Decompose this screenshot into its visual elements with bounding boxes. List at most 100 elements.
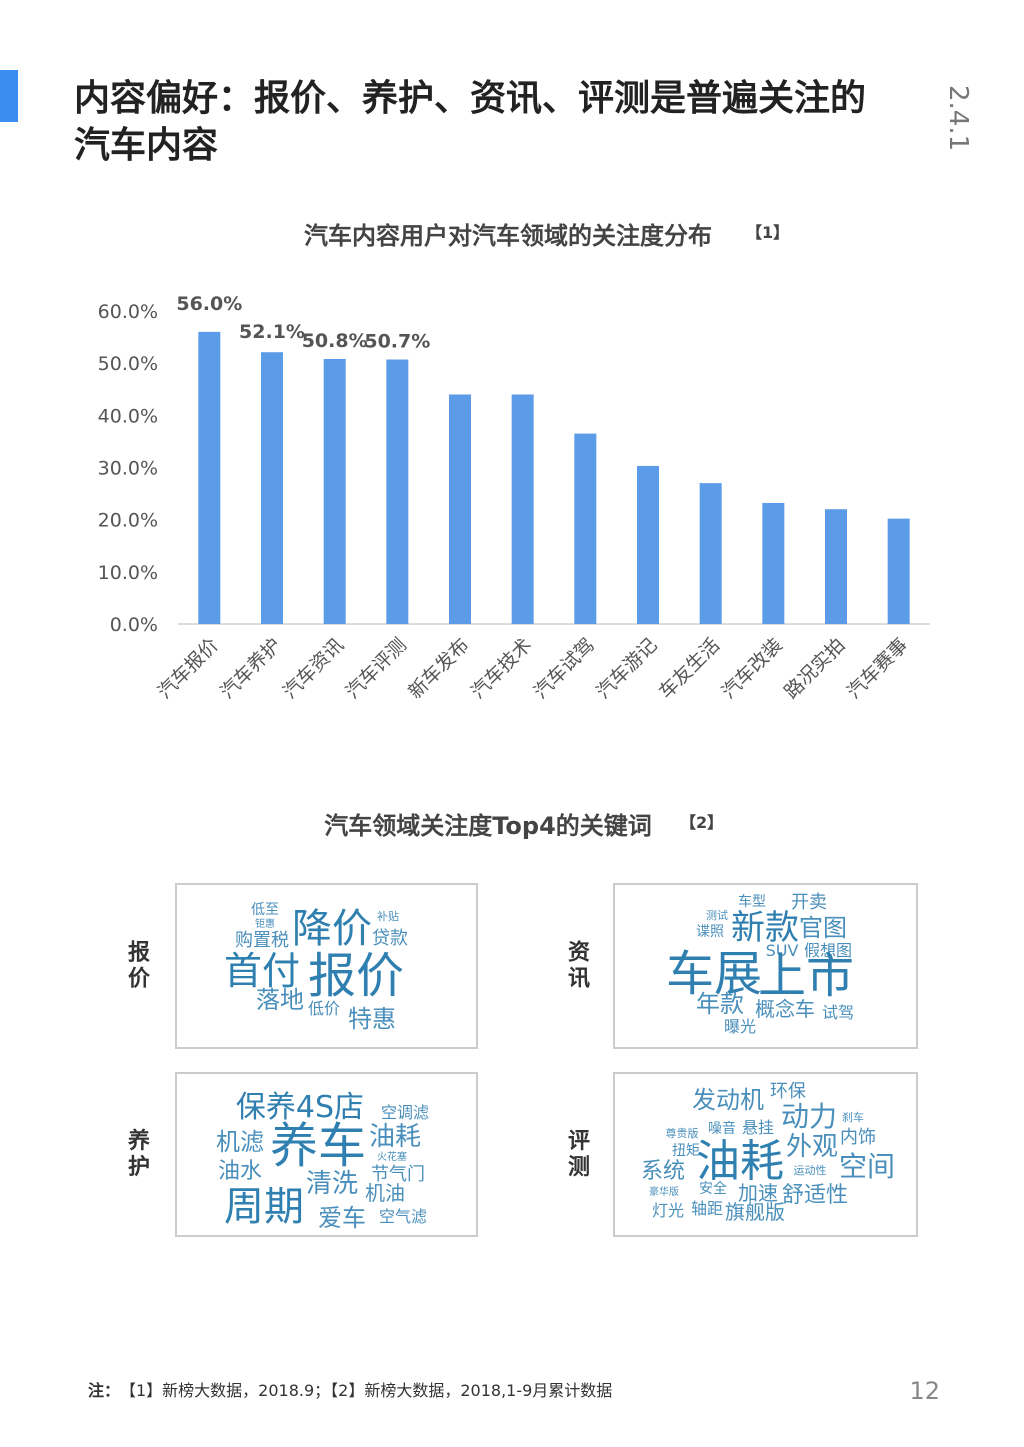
keyword: 落地 [256, 986, 304, 1014]
keyword: 试驾 [822, 1003, 854, 1022]
section-number: 2.4.1 [943, 85, 973, 151]
keyword: 轴距 [691, 1199, 723, 1218]
keyword: 车型 [738, 893, 766, 910]
bar [825, 509, 847, 624]
keyword: 新款 [731, 908, 799, 948]
keyword: 节气门 [371, 1164, 425, 1185]
value-label: 52.1% [239, 321, 305, 343]
keyword: 环保 [770, 1081, 806, 1102]
keyword: 空间 [839, 1150, 895, 1183]
title-line: 汽车内容 [74, 125, 218, 166]
keyword: 油耗 [696, 1136, 784, 1187]
keyword: 火花塞 [377, 1150, 407, 1163]
keyword: 豪华版 [649, 1185, 679, 1198]
keyword: 灯光 [652, 1201, 684, 1220]
keyword: 谍照 [696, 924, 724, 940]
keyword: 低价 [308, 999, 340, 1018]
keyword: 开卖 [791, 892, 827, 913]
keyword: 噪音 [708, 1120, 736, 1137]
accent-bar [0, 70, 18, 122]
bar [323, 358, 346, 624]
x-tick-label: 汽车养护 [216, 634, 285, 703]
keyword: 刹车 [842, 1110, 864, 1124]
keyword: 车展 [666, 946, 762, 1002]
keyword: 概念车 [755, 997, 815, 1021]
keyword: 年款 [696, 990, 744, 1018]
y-tick-label: 20.0% [98, 510, 158, 532]
x-tick-label: 路况实拍 [780, 634, 849, 703]
bar [762, 502, 785, 624]
keyword: 测试 [706, 909, 728, 922]
x-tick-label: 汽车资讯 [279, 634, 348, 703]
keyword-panel [613, 1072, 918, 1237]
keywords-title: 汽车领域关注度Top4的关键词 [324, 812, 652, 840]
keyword: 曝光 [724, 1017, 756, 1036]
keyword-panel [613, 883, 918, 1049]
keyword: 特惠 [348, 1005, 396, 1033]
keyword: 贷款 [372, 928, 408, 949]
x-tick-label: 车友生活 [655, 634, 724, 703]
keyword: 钜惠 [255, 917, 275, 930]
y-tick-label: 40.0% [98, 405, 158, 427]
bar [386, 359, 409, 624]
y-tick-label: 60.0% [98, 301, 158, 323]
x-tick-label: 汽车游记 [592, 634, 661, 703]
keywords-title-note: 【2】 [680, 813, 723, 832]
keyword: 悬挂 [742, 1118, 774, 1137]
keyword: 油水 [218, 1159, 262, 1184]
keyword: 外观 [786, 1132, 838, 1162]
keyword: 机油 [365, 1181, 405, 1205]
keyword: 上市 [758, 948, 854, 1004]
keyword: 系统 [641, 1159, 685, 1184]
bar [261, 352, 283, 624]
bar [699, 483, 722, 624]
panel-label: 资讯 [564, 940, 590, 992]
y-tick-label: 50.0% [98, 353, 158, 375]
bar [198, 331, 221, 624]
keyword: 补贴 [377, 909, 399, 923]
keyword-panel [175, 883, 478, 1049]
keyword: 机滤 [216, 1128, 264, 1156]
x-tick-label: 汽车试驾 [530, 634, 599, 703]
value-label: 56.0% [176, 293, 242, 315]
keyword: 动力 [781, 1100, 837, 1133]
footnote: 【1】新榜大数据，2018.9；【2】新榜大数据，2018,1-9月累计数据 [120, 1381, 612, 1400]
y-tick-label: 30.0% [98, 458, 158, 480]
keyword: 发动机 [692, 1086, 764, 1114]
value-label: 50.7% [364, 331, 430, 353]
keyword: 尊贵版 [666, 1126, 699, 1140]
keyword: 爱车 [318, 1204, 366, 1232]
keyword: 清洗 [306, 1169, 358, 1199]
keyword: 周期 [224, 1184, 304, 1230]
keyword: 首付 [224, 949, 300, 993]
keyword: 保养4S店 [236, 1090, 364, 1125]
keyword-panel [175, 1072, 478, 1237]
bar [449, 394, 471, 624]
panel-label: 评测 [564, 1129, 590, 1181]
chart-title-note: 【1】 [746, 223, 789, 242]
bar [574, 433, 597, 624]
keyword: 内饰 [840, 1127, 876, 1148]
keyword: 报价 [308, 948, 404, 1004]
page-number: 12 [909, 1377, 940, 1405]
x-tick-label: 新车发布 [404, 634, 473, 703]
keyword: 官图 [799, 914, 847, 942]
bar [637, 465, 659, 624]
x-tick-label: 汽车报价 [154, 634, 223, 703]
x-tick-label: 汽车技术 [467, 634, 536, 703]
y-tick-label: 10.0% [98, 562, 158, 584]
keyword: 加速 [738, 1181, 778, 1205]
y-tick-label: 0.0% [110, 614, 158, 636]
keyword: 购置税 [235, 930, 289, 951]
keyword: 扭矩 [672, 1143, 700, 1159]
note-label: 注： [88, 1381, 120, 1400]
keyword: 旗舰版 [725, 1200, 785, 1224]
x-tick-label: 汽车评测 [342, 634, 411, 703]
keyword: 空气滤 [379, 1207, 427, 1226]
chart-title: 汽车内容用户对汽车领域的关注度分布 [304, 222, 712, 250]
bar [887, 518, 910, 624]
keyword: SUV [766, 941, 799, 960]
keyword: 低至 [251, 902, 279, 918]
panel-label: 报价 [124, 940, 150, 992]
